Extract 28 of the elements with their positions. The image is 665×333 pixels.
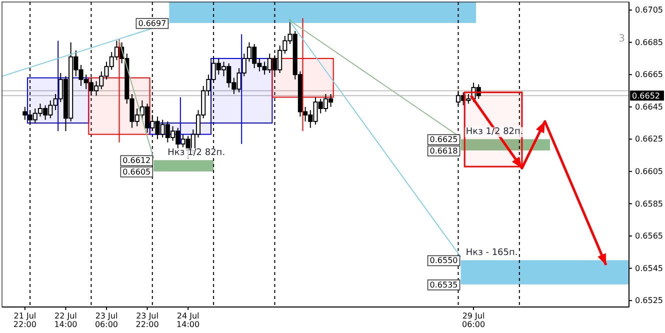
y-tick-label: 0.6625 (635, 134, 663, 144)
y-tick-label: 0.6685 (635, 38, 663, 47)
annotation: 0.6605 (122, 167, 151, 176)
annotation: 3 (618, 34, 625, 45)
annotation: 0.6550 (430, 256, 458, 266)
y-tick-label: 0.6645 (635, 102, 663, 112)
x-tick-label: 23 Jul 22:00 (136, 312, 159, 330)
annotation: Нкз - 165п. (466, 248, 518, 258)
y-tick-label: 0.6585 (635, 199, 663, 208)
x-tick-label: 22 Jul 14:00 (54, 312, 78, 330)
y-tick-label: 0.6605 (635, 167, 663, 176)
x-tick-label: 21 Jul 22:00 (13, 312, 36, 330)
annotation: 0.6612 (122, 156, 151, 166)
annotation: 0.6535 (430, 280, 458, 290)
y-tick-label: 0.6705 (635, 6, 663, 15)
y-tick-label: 0.6665 (635, 70, 663, 80)
y-tick-label: 0.6545 (635, 264, 663, 273)
x-tick-label: 23 Jul 06:00 (94, 312, 118, 330)
ref-line-label: 0.6652 (632, 92, 660, 101)
x-tick-label: 29 Jul 06:00 (462, 312, 486, 330)
annotation: 0.6697 (138, 18, 166, 28)
annotation: 0.6625 (430, 135, 458, 144)
annotation: 0.6618 (430, 146, 458, 156)
annotation: Нкз 1/2 82п. (466, 127, 524, 138)
y-tick-label: 0.6525 (635, 296, 663, 306)
annotation: Нкз 1/2 82п. (168, 148, 226, 158)
y-tick-label: 0.6565 (635, 232, 663, 241)
x-tick-label: 24 Jul 14:00 (176, 312, 200, 330)
